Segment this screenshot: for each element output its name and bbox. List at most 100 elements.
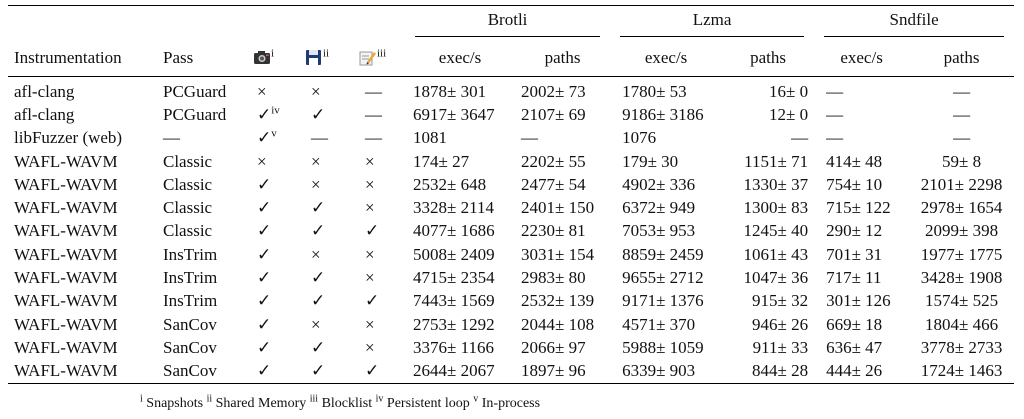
table-cell: — [365,81,382,101]
table-cell: 12± 0 [768,104,809,124]
table-cell: ✓ [311,337,326,357]
footnote-text: In-process [481,396,541,411]
table-cell: Classic [163,174,213,194]
table-cell: 59± 8 [942,151,982,171]
table-cell: 290± 12 [826,221,883,241]
footnote-mark: iv [375,393,384,405]
group-header-row: Brotli Lzma Sndfile [8,6,1014,41]
group-title: Sndfile [824,10,1005,37]
table-cell: 6372± 949 [622,198,696,218]
icon-header: i [247,40,299,77]
footnote-mark: iii [309,393,319,405]
table-cell: 2978± 1654 [920,198,1003,218]
table-cell: ✓ [257,361,272,381]
table-cell: × [365,151,375,171]
table-cell: ✓v [247,127,299,150]
table-cell: 2230± 81 [521,221,586,241]
table-cell: 174± 27 [413,151,470,171]
table-cell: × [365,244,375,264]
table-cell: × [311,151,321,171]
table-cell: 3031± 154 [521,244,595,264]
table-cell: 3428± 1908 [920,268,1003,288]
table-cell: 1076 [622,128,657,148]
footnote-mark: ii [206,393,213,405]
table-cell: 2101± 2298 [920,174,1003,194]
table-cell: 4902± 336 [622,174,696,194]
table-cell: 911± 33 [752,337,809,357]
table-cell: 4077± 1686 [413,221,495,241]
table-cell: ✓ [257,244,272,264]
table-row: WAFL-WAVM SanCov ✓ ✓ × 3376± 1166 2066± 97 5988… [8,336,1014,359]
footnote: i Snapshots ii Shared Memory iii Blockli… [140,393,541,412]
table-cell: Classic [163,198,213,218]
table-cell: 3328± 2114 [413,198,494,218]
table-cell: WAFL-WAVM [14,314,118,334]
table-cell: 2644± 2067 [413,361,495,381]
table-cell: ✓ [311,291,326,311]
cell-text: ✓ [257,128,272,148]
table-cell: × [365,268,375,288]
icon [305,48,323,67]
column-header: Instrumentation [8,40,157,77]
table-cell: ✓ [257,174,272,194]
table-cell: 5008± 2409 [413,244,495,264]
table-cell: ✓ [257,221,272,241]
table-cell: 2753± 1292 [413,314,495,334]
table-cell: 6339± 903 [622,361,696,381]
table-cell: WAFL-WAVM [14,268,118,288]
table-cell: Classic [163,221,213,241]
table-row: WAFL-WAVM SanCov ✓ × × 2753± 1292 2044± 108 457… [8,313,1014,336]
table-cell: 946± 26 [751,314,809,334]
table-cell: 9186± 3186 [622,104,704,124]
table-cell: 915± 32 [751,291,809,311]
table-cell: 301± 126 [826,291,891,311]
table-cell: × [365,198,375,218]
icon-header: iii [353,40,406,77]
table-row: libFuzzer (web) — ✓v — — 1081 — 1076 — — — [8,127,1014,150]
group-title: Lzma [620,10,805,37]
table-cell: 844± 28 [751,361,809,381]
table-cell: — [365,128,382,148]
table-cell: WAFL-WAVM [14,244,118,264]
icon-footnote-mark: iii [377,47,387,60]
table-cell: 2532± 648 [413,174,487,194]
table-row: WAFL-WAVM Classic ✓ × × 2532± 648 2477± 54 4902… [8,173,1014,196]
table-cell: — [311,128,328,148]
table-head: Brotli Lzma Sndfile Instrumentation Pass i ii i… [8,6,1015,77]
subcolumn-header: exec/s [405,40,516,77]
table-cell: WAFL-WAVM [14,198,118,218]
table-row: afl-clang PCGuard ✓iv ✓ —6917± 3647 2107± 69 9… [8,103,1014,126]
table-cell: — [826,81,844,101]
table-row: WAFL-WAVM SanCov ✓ ✓ ✓ 2644± 2067 1897± 96 6339… [8,360,1014,384]
table-cell: 1878± 301 [413,81,487,101]
table-cell: 2099± 398 [925,221,999,241]
table-cell: libFuzzer (web) [14,128,123,148]
table-cell: ✓ [257,198,272,218]
table-row: WAFL-WAVM InsTrim ✓ ✓ ✓ 7443± 1569 2532± 139 91… [8,290,1014,313]
table-cell: PCGuard [163,104,227,124]
table-cell: 1047± 36 [743,268,809,288]
subcolumn-header: paths [722,40,815,77]
table-row: WAFL-WAVM Classic ✓ ✓ ✓ 4077± 1686 2230± 81 705… [8,220,1014,243]
table-cell: 444± 26 [826,361,883,381]
group-header: Sndfile [814,6,1014,41]
table-cell: 2401± 150 [521,198,595,218]
table-cell: — [791,128,809,148]
table-cell: 8859± 2459 [622,244,704,264]
table-cell: 2044± 108 [521,314,595,334]
table-cell: 2202± 55 [521,151,586,171]
table-cell: — [365,104,382,124]
table-cell: InsTrim [163,268,218,288]
table-cell: 1081 [413,128,448,148]
table-cell: ✓ [311,198,326,218]
table-cell: 1245± 40 [743,221,809,241]
table-cell: 414± 48 [826,151,883,171]
table-cell: 4571± 370 [622,314,696,334]
table-cell: ✓ [365,221,380,241]
table-cell: — [521,128,539,148]
subcolumn-header: paths [909,40,1015,77]
table-cell: 9655± 2712 [622,268,704,288]
cell-footnote-mark: iv [271,104,280,117]
table-cell: 9171± 1376 [622,291,704,311]
